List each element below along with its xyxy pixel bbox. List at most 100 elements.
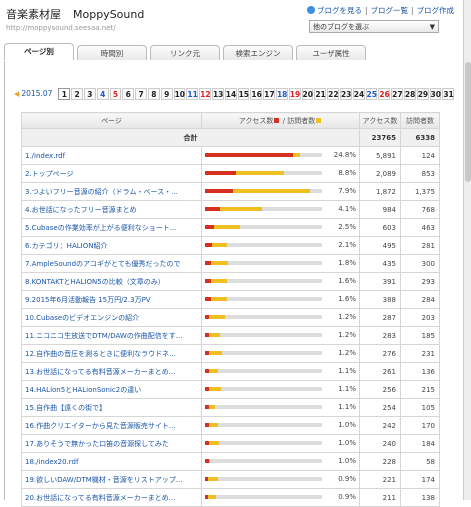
- page-link[interactable]: 4.お世話になったフリー音源まとめ: [21, 200, 202, 219]
- day-13[interactable]: 13: [211, 87, 224, 100]
- chevron-down-icon: ▼: [429, 23, 435, 31]
- day-27[interactable]: 27: [391, 87, 403, 100]
- page-link[interactable]: 11.ニコニコ生放送でDTM/DAWの作曲配信をす...: [21, 326, 202, 345]
- day-28[interactable]: 28: [403, 87, 416, 100]
- access-bar: [205, 423, 209, 427]
- table-header-row: ページ アクセス数 / 訪問者数 アクセス数 訪問者数: [21, 112, 440, 129]
- page-link[interactable]: 7.AmpleSoundのアコギがとても優秀だったので: [21, 254, 202, 273]
- tab-search-engine[interactable]: 検索エンジン: [223, 45, 293, 60]
- day-19[interactable]: 19: [288, 87, 301, 100]
- blog-list-link[interactable]: ブログ一覧: [370, 6, 409, 15]
- day-8[interactable]: 8: [147, 87, 160, 100]
- day-18[interactable]: 18: [275, 87, 288, 100]
- day-24[interactable]: 24: [352, 87, 365, 100]
- day-7[interactable]: 7: [135, 87, 147, 100]
- page-link[interactable]: 14.HALion5とHALionSonic2の違い: [21, 380, 202, 399]
- page-link[interactable]: 6.カテゴリ：HALION紹介: [21, 236, 202, 255]
- tab-time[interactable]: 時間別: [77, 45, 147, 60]
- tab-referrer[interactable]: リンク元: [150, 45, 220, 60]
- page-link[interactable]: 13.お世話になってる有料音源メーカーまとめ...: [21, 362, 202, 381]
- day-26[interactable]: 26: [378, 87, 391, 100]
- day-5[interactable]: 5: [109, 87, 122, 100]
- page-link[interactable]: 10.Cubaseのビデオエンジンの紹介: [21, 308, 202, 327]
- access-percent: 1.6%: [338, 295, 356, 303]
- visitor-bar: [209, 315, 225, 319]
- page-link[interactable]: 20.お世話になってる有料音源メーカーまとめ...: [21, 488, 202, 507]
- tab-page[interactable]: ページ別: [4, 43, 74, 60]
- access-count: 603: [359, 218, 401, 237]
- column-header-access[interactable]: アクセス数: [359, 112, 401, 129]
- day-30[interactable]: 30: [429, 87, 442, 100]
- page-link[interactable]: 5.Cubaseの作業効率が上がる便利なショート...: [21, 218, 202, 237]
- day-2[interactable]: 2: [71, 87, 83, 100]
- access-count: 261: [359, 362, 401, 381]
- access-count: 283: [359, 326, 401, 345]
- bar-cell: 4.1%: [201, 200, 360, 219]
- bar-cell: 7.9%: [201, 182, 360, 201]
- scrollbar-thumb[interactable]: [465, 62, 471, 182]
- bar-cell: 0.9%: [201, 470, 360, 489]
- blog-select[interactable]: 他のブログを選ぶ ▼: [309, 20, 439, 33]
- bar-cell: 1.1%: [201, 380, 360, 399]
- visitor-bar: [209, 351, 223, 355]
- page-link[interactable]: 18./index20.rdf: [21, 452, 202, 471]
- day-6[interactable]: 6: [122, 87, 135, 100]
- visitor-count: 184: [400, 434, 440, 453]
- bar-cell: 24.8%: [201, 146, 360, 165]
- page-link[interactable]: 9.2015年6月活動報告 15万円/2.3万PV: [21, 290, 202, 309]
- bar-cell: 1.6%: [201, 290, 360, 309]
- triangle-left-icon: ◀: [14, 90, 20, 98]
- page-link[interactable]: 2.トップページ: [21, 164, 202, 183]
- day-23[interactable]: 23: [339, 87, 352, 100]
- bar-cell: 1.0%: [201, 434, 360, 453]
- total-label: 合計: [21, 128, 360, 147]
- day-3[interactable]: 3: [84, 87, 96, 100]
- access-percent: 0.9%: [338, 493, 356, 501]
- day-25[interactable]: 25: [365, 87, 378, 100]
- day-16[interactable]: 16: [250, 87, 263, 100]
- page-link[interactable]: 15.自作曲【遠くの街で】: [21, 398, 202, 417]
- page-link[interactable]: 3.つよいフリー音源の紹介（ドラム・ベース・...: [21, 182, 202, 201]
- page-link[interactable]: 12.自作曲の音圧を測るときに便利なラウドネ...: [21, 344, 202, 363]
- access-percent: 1.1%: [338, 367, 356, 375]
- column-header-visitors[interactable]: 訪問者数: [400, 112, 440, 129]
- day-4[interactable]: 4: [96, 87, 109, 100]
- report-tabs: ページ別 時間別 リンク元 検索エンジン ユーザ属性: [4, 43, 464, 62]
- day-22[interactable]: 22: [327, 87, 339, 100]
- page-link[interactable]: 19.欲しいDAW/DTM機材・音源をリストアップ...: [21, 470, 202, 489]
- page-link[interactable]: 1./index.rdf: [21, 146, 202, 165]
- page-link[interactable]: 8.KONTAKTとHALION5の比較（文章のみ）: [21, 272, 202, 291]
- access-count: 221: [359, 470, 401, 489]
- visitor-bar: [211, 261, 229, 265]
- day-14[interactable]: 14: [224, 87, 237, 100]
- access-percent: 0.9%: [338, 475, 356, 483]
- page-link[interactable]: 16.作曲クリエイターから見た音源販売サイト...: [21, 416, 202, 435]
- day-20[interactable]: 20: [301, 87, 314, 100]
- access-bar: [205, 387, 209, 391]
- view-blog-link[interactable]: ブログを見る: [317, 6, 362, 15]
- day-10[interactable]: 10: [173, 87, 186, 100]
- day-15[interactable]: 15: [237, 87, 250, 100]
- day-1[interactable]: 1: [58, 87, 71, 100]
- day-12[interactable]: 12: [199, 87, 211, 100]
- tab-user-attributes[interactable]: ユーザ属性: [296, 45, 366, 60]
- day-9[interactable]: 9: [160, 87, 173, 100]
- site-title: 音楽素材屋 MoppySound: [6, 6, 144, 22]
- day-21[interactable]: 21: [314, 87, 327, 100]
- day-31[interactable]: 31: [442, 87, 455, 100]
- month-selector[interactable]: ◀ 2015.07: [14, 89, 52, 98]
- visitor-count: 174: [400, 470, 440, 489]
- bar-track: [205, 297, 322, 301]
- bar-track: [205, 189, 322, 193]
- visitor-bar: [212, 243, 227, 247]
- create-blog-link[interactable]: ブログ作成: [416, 6, 455, 15]
- day-29[interactable]: 29: [416, 87, 429, 100]
- page-link[interactable]: 17.ありそうで無かった口笛の音源探してみた: [21, 434, 202, 453]
- bar-track: [205, 477, 322, 481]
- access-bar: [205, 495, 209, 499]
- day-11[interactable]: 11: [186, 87, 199, 100]
- day-17[interactable]: 17: [263, 87, 275, 100]
- scrollbar[interactable]: [463, 0, 471, 500]
- access-bar: [205, 351, 210, 355]
- bar-cell: 2.1%: [201, 236, 360, 255]
